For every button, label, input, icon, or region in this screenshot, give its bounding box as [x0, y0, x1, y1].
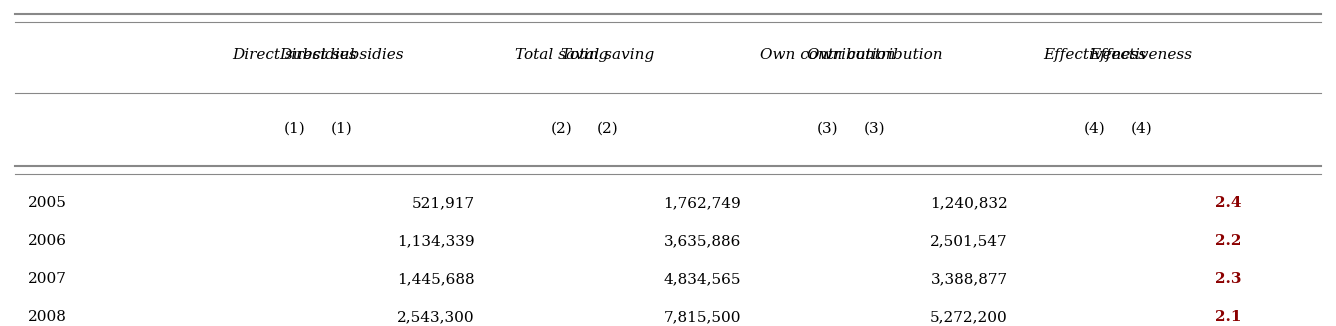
Text: Own contribution: Own contribution	[807, 48, 942, 62]
Text: 3,388,877: 3,388,877	[931, 272, 1007, 286]
Text: 2008: 2008	[28, 310, 67, 324]
Text: Total saving: Total saving	[514, 48, 608, 62]
Text: 2.1: 2.1	[1214, 310, 1241, 324]
Text: (4): (4)	[1130, 121, 1152, 135]
Text: 2007: 2007	[28, 272, 67, 286]
Text: 7,815,500: 7,815,500	[664, 310, 741, 324]
Text: (3): (3)	[864, 121, 886, 135]
Text: Direct subsidies: Direct subsidies	[232, 48, 357, 62]
Text: Total saving: Total saving	[561, 48, 655, 62]
Text: (2): (2)	[597, 121, 619, 135]
Text: (2): (2)	[550, 121, 572, 135]
Text: Effectiveness: Effectiveness	[1043, 48, 1146, 62]
Text: 1,240,832: 1,240,832	[930, 196, 1007, 210]
Text: (3): (3)	[818, 121, 839, 135]
Text: (1): (1)	[283, 121, 306, 135]
Text: 1,762,749: 1,762,749	[664, 196, 741, 210]
Text: 2.2: 2.2	[1214, 234, 1241, 248]
Text: 2.3: 2.3	[1214, 272, 1241, 286]
Text: (1): (1)	[330, 121, 353, 135]
Text: 5,272,200: 5,272,200	[930, 310, 1007, 324]
Text: 2005: 2005	[28, 196, 67, 210]
Text: 2.4: 2.4	[1214, 196, 1241, 210]
Text: 4,834,565: 4,834,565	[664, 272, 741, 286]
Text: 1,445,688: 1,445,688	[397, 272, 474, 286]
Text: (4): (4)	[1083, 121, 1105, 135]
Text: 1,134,339: 1,134,339	[397, 234, 474, 248]
Text: 521,917: 521,917	[411, 196, 474, 210]
Text: Direct subsidies: Direct subsidies	[279, 48, 403, 62]
Text: 2,543,300: 2,543,300	[397, 310, 474, 324]
Text: Own contribution: Own contribution	[760, 48, 896, 62]
Text: 2006: 2006	[28, 234, 67, 248]
Text: Effectiveness: Effectiveness	[1090, 48, 1193, 62]
Text: 3,635,886: 3,635,886	[664, 234, 741, 248]
Text: 2,501,547: 2,501,547	[930, 234, 1007, 248]
